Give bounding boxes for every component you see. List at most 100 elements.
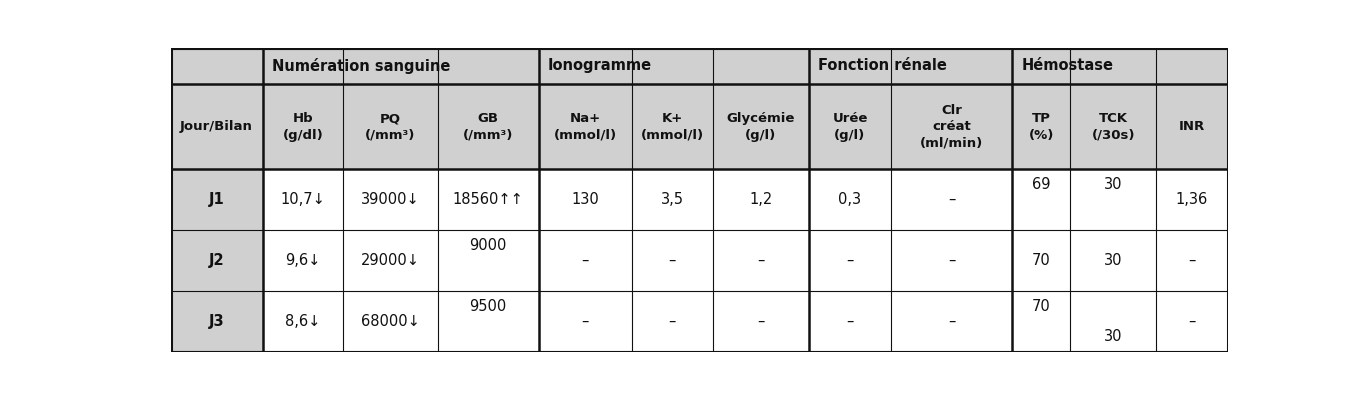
Text: 39000↓: 39000↓ <box>361 192 420 207</box>
Bar <box>262 230 344 291</box>
Bar <box>344 230 438 291</box>
Bar <box>1155 230 1228 291</box>
Text: Glycémie
(g/l): Glycémie (g/l) <box>727 112 795 142</box>
Bar <box>170 230 262 291</box>
Text: J2: J2 <box>209 253 224 268</box>
Text: TP
(%): TP (%) <box>1028 112 1054 142</box>
Text: Hémostase: Hémostase <box>1022 59 1113 74</box>
Bar <box>262 291 344 352</box>
Text: –: – <box>948 192 955 207</box>
Text: 9500: 9500 <box>469 299 506 314</box>
Bar <box>712 84 809 169</box>
Bar <box>1155 84 1228 169</box>
Text: –: – <box>757 314 764 329</box>
Bar <box>891 291 1012 352</box>
Bar <box>891 84 1012 169</box>
Text: Urée
(g/l): Urée (g/l) <box>832 112 868 142</box>
Text: –: – <box>668 253 675 268</box>
Text: 30: 30 <box>1103 329 1123 344</box>
Text: 69: 69 <box>1033 177 1050 192</box>
Bar <box>1155 169 1228 230</box>
Text: 9,6↓: 9,6↓ <box>285 253 321 268</box>
Text: Ionogramme: Ionogramme <box>548 59 652 74</box>
Text: –: – <box>948 253 955 268</box>
Text: Hb
(g/dl): Hb (g/dl) <box>282 112 323 142</box>
Bar <box>712 169 809 230</box>
Bar <box>809 230 891 291</box>
Bar <box>262 169 344 230</box>
Bar <box>438 169 539 230</box>
Bar <box>1012 169 1071 230</box>
Bar <box>1155 291 1228 352</box>
Text: 30: 30 <box>1103 253 1123 268</box>
Text: –: – <box>757 253 764 268</box>
Bar <box>632 169 712 230</box>
Bar <box>539 291 632 352</box>
Bar <box>891 230 1012 291</box>
Text: GB
(/mm³): GB (/mm³) <box>462 112 513 142</box>
Bar <box>809 48 1012 84</box>
Bar <box>170 48 262 84</box>
Text: –: – <box>581 253 589 268</box>
Text: 8,6↓: 8,6↓ <box>285 314 321 329</box>
Text: K+
(mmol/l): K+ (mmol/l) <box>641 112 704 142</box>
Text: –: – <box>1188 253 1195 268</box>
Text: –: – <box>668 314 675 329</box>
Text: 70: 70 <box>1033 253 1050 268</box>
Text: –: – <box>1188 314 1195 329</box>
Bar <box>809 169 891 230</box>
Bar <box>262 48 539 84</box>
Text: 0,3: 0,3 <box>839 192 862 207</box>
Bar <box>344 291 438 352</box>
Bar <box>1012 84 1071 169</box>
Bar <box>1012 48 1228 84</box>
Bar <box>809 291 891 352</box>
Text: J1: J1 <box>209 192 225 207</box>
Bar <box>170 291 262 352</box>
Text: PQ
(/mm³): PQ (/mm³) <box>366 112 416 142</box>
Text: 3,5: 3,5 <box>660 192 683 207</box>
Text: –: – <box>948 314 955 329</box>
Bar <box>1071 291 1155 352</box>
Text: 30: 30 <box>1103 177 1123 192</box>
Text: Jour/Bilan: Jour/Bilan <box>180 120 252 133</box>
Bar <box>344 169 438 230</box>
Bar <box>438 84 539 169</box>
Bar <box>809 84 891 169</box>
Bar <box>1012 291 1071 352</box>
Text: 130: 130 <box>572 192 599 207</box>
Bar <box>170 84 262 169</box>
Bar <box>1071 169 1155 230</box>
Bar <box>1071 230 1155 291</box>
Text: INR: INR <box>1178 120 1204 133</box>
Text: Clr
créat
(ml/min): Clr créat (ml/min) <box>919 104 983 150</box>
Bar <box>1012 230 1071 291</box>
Text: 1,2: 1,2 <box>749 192 772 207</box>
Bar <box>632 291 712 352</box>
Bar <box>539 84 632 169</box>
Text: –: – <box>846 253 854 268</box>
Bar <box>1071 84 1155 169</box>
Bar <box>438 230 539 291</box>
Text: Numération sanguine: Numération sanguine <box>271 58 450 74</box>
Text: TCK
(/30s): TCK (/30s) <box>1091 112 1135 142</box>
Text: 70: 70 <box>1033 299 1050 314</box>
Text: 18560↑↑: 18560↑↑ <box>453 192 524 207</box>
Text: J3: J3 <box>209 314 224 329</box>
Text: 9000: 9000 <box>469 238 507 253</box>
Bar <box>262 84 344 169</box>
Text: –: – <box>846 314 854 329</box>
Text: Na+
(mmol/l): Na+ (mmol/l) <box>554 112 617 142</box>
Bar <box>712 230 809 291</box>
Bar <box>539 169 632 230</box>
Bar <box>344 84 438 169</box>
Bar <box>539 230 632 291</box>
Text: –: – <box>581 314 589 329</box>
Bar <box>712 291 809 352</box>
Bar <box>891 169 1012 230</box>
Text: 1,36: 1,36 <box>1176 192 1207 207</box>
Bar <box>632 84 712 169</box>
Text: 29000↓: 29000↓ <box>361 253 420 268</box>
Text: 10,7↓: 10,7↓ <box>281 192 326 207</box>
Bar <box>438 291 539 352</box>
